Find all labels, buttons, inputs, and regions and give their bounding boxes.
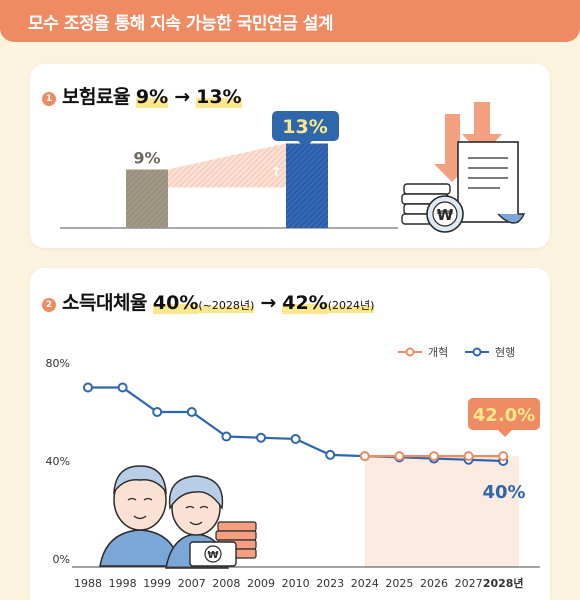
rate-bar-1	[126, 169, 168, 228]
increase-band	[168, 143, 286, 188]
bar-to-callout-label: 13%	[282, 116, 327, 138]
section2-number-badge: 2	[42, 298, 56, 312]
contribution-rate-chart: ↑ 9% 13% ₩	[60, 102, 526, 233]
section1-number-badge: 1	[42, 92, 56, 106]
section2-heading: 2 소득대체율 40% (~2028년) → 42% (2024년)	[42, 288, 375, 315]
rate-bar-2	[286, 143, 328, 228]
bar-to-callout: 13%	[272, 111, 339, 148]
bar-from-label: 9%	[133, 149, 160, 168]
section1-title: 보험료율	[62, 86, 130, 108]
title-banner: 모수 조정을 통해 지속 가능한 국민연금 설계	[0, 0, 580, 42]
rise-arrow-icon: ↑	[271, 165, 282, 180]
won-coin-icon: ₩	[437, 206, 454, 224]
section2-to-note: (2024년)	[327, 297, 375, 313]
section1-arrow: →	[174, 86, 191, 108]
section2-from-note: (~2028년)	[198, 297, 255, 313]
section2-title: 소득대체율	[62, 292, 147, 314]
coins-and-document-illustration: ₩	[401, 102, 526, 233]
section2-to-value: 42%	[282, 292, 328, 314]
contribution-rate-card: 1 보험료율 9% → 13% ↑ 9% 13%	[30, 64, 550, 248]
page-title: 모수 조정을 통해 지속 가능한 국민연금 설계	[28, 14, 334, 34]
section2-arrow: →	[260, 292, 277, 314]
section2-from-value: 40%	[152, 292, 199, 314]
replacement-rate-card: 2 소득대체율 40% (~2028년) → 42% (2024년)	[30, 268, 550, 600]
section1-from-value: 9%	[135, 86, 169, 108]
section1-heading: 1 보험료율 9% → 13%	[42, 82, 242, 109]
section1-to-value: 13%	[196, 86, 242, 108]
